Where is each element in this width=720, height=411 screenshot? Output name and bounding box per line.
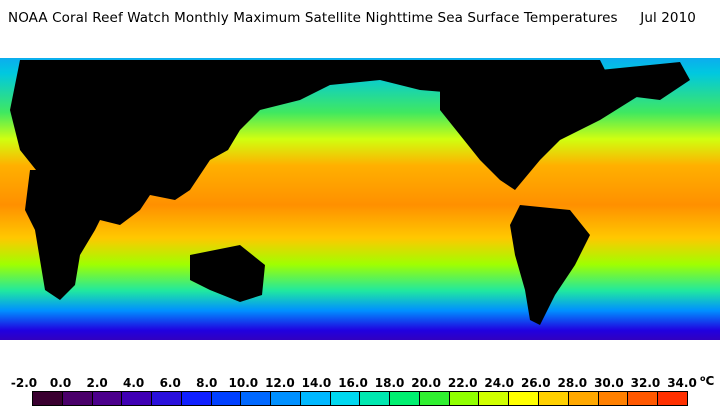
legend-tick-label: 34.0: [667, 376, 697, 390]
legend-tick-label: 0.0: [49, 376, 72, 390]
land-africa: [25, 170, 110, 300]
legend-unit-symbol: o: [700, 374, 706, 383]
legend-swatch: [152, 392, 182, 405]
land-australia: [190, 245, 265, 302]
legend-swatch: [479, 392, 510, 405]
legend-swatch: [658, 392, 687, 405]
map-title: NOAA Coral Reef Watch Monthly Maximum Sa…: [8, 10, 618, 26]
legend-swatch: [598, 392, 629, 405]
legend-tick-label: 12.0: [265, 376, 295, 390]
legend-tick-label: 16.0: [338, 376, 368, 390]
legend-swatch: [271, 392, 301, 405]
legend-swatch: [390, 392, 420, 405]
arctic-ice: [0, 40, 720, 58]
legend-swatch: [449, 392, 480, 405]
legend-tick-label: 30.0: [594, 376, 624, 390]
land-eurasia: [10, 60, 610, 225]
legend-tick-label: 32.0: [630, 376, 661, 390]
antarctica-ice: [0, 340, 720, 370]
legend-swatch: [33, 392, 63, 405]
legend-tick-label: 18.0: [374, 376, 405, 390]
legend-unit-letter: C: [705, 374, 715, 388]
legend-swatch: [92, 392, 123, 405]
legend-tick-label: 4.0: [123, 376, 145, 390]
legend-tick-label: 2.0: [86, 376, 108, 390]
legend-swatch: [62, 392, 93, 405]
legend-tick-label: 24.0: [484, 376, 515, 390]
legend-tick-label: 8.0: [196, 376, 218, 390]
legend-tick-label: 28.0: [557, 376, 588, 390]
legend-tick-label: 14.0: [301, 376, 332, 390]
legend-swatch: [181, 392, 212, 405]
land-south-america: [510, 205, 590, 325]
legend-swatch: [509, 392, 540, 405]
legend-tick-label: 6.0: [159, 376, 181, 390]
legend-tick-label: -2.0: [10, 376, 38, 390]
legend-swatch: [122, 392, 153, 405]
legend-tick-label: 20.0: [411, 376, 441, 390]
legend-tick-label: 10.0: [228, 376, 259, 390]
map-title-bar: NOAA Coral Reef Watch Monthly Maximum Sa…: [0, 0, 720, 38]
temperature-legend: -2.0 0.0 2.0 4.0 6.0 8.0 10.0 12.0 14.0 16.0 18.0 2…: [0, 370, 720, 411]
legend-tick-labels: -2.0 0.0 2.0 4.0 6.0 8.0 10.0 12.0 14.0 16.0 18.0 2…: [0, 376, 720, 392]
legend-tick-label: 22.0: [447, 376, 478, 390]
legend-swatch: [360, 392, 391, 405]
legend-swatch: [568, 392, 599, 405]
legend-swatch: [211, 392, 242, 405]
legend-tick-label: 26.0: [520, 376, 551, 390]
sst-world-map: [0, 40, 720, 370]
legend-swatch: [628, 392, 659, 405]
legend-swatch: [241, 392, 272, 405]
legend-unit: oC: [700, 374, 714, 388]
legend-color-bar: [32, 391, 688, 406]
legend-swatch: [419, 392, 450, 405]
legend-swatch: [330, 392, 361, 405]
legend-swatch: [539, 392, 569, 405]
land-greenland: [600, 62, 690, 100]
land-north-america: [440, 70, 640, 190]
legend-swatch: [300, 392, 331, 405]
map-date: Jul 2010: [640, 10, 696, 26]
